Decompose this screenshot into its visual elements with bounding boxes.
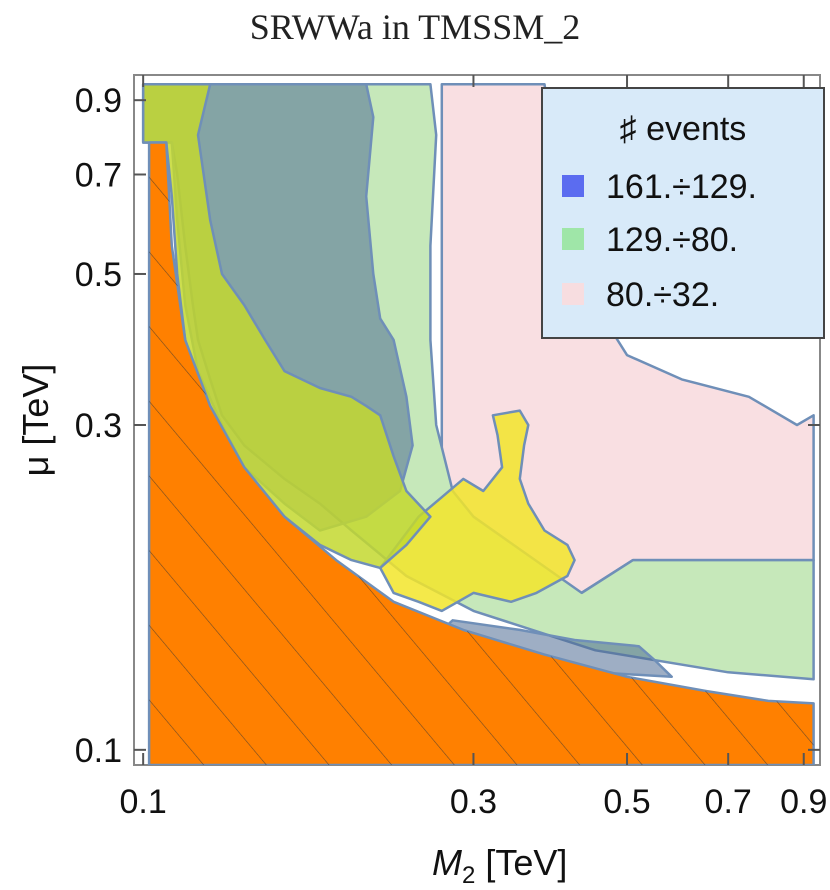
legend-box [541, 87, 825, 339]
regions-layer [141, 82, 815, 765]
legend-entry-1: 161.÷129. [606, 168, 757, 206]
legend-swatch-1 [562, 175, 584, 197]
legend-swatch-3 [562, 283, 584, 305]
legend-entry-2: 129.÷80. [606, 221, 738, 259]
x-tick-label: 0.7 [705, 783, 752, 821]
x-tick-label: 0.3 [450, 783, 497, 821]
y-axis-label: μ [TeV] [15, 364, 56, 477]
y-tick-label: 0.9 [75, 82, 122, 120]
y-tick-label: 0.7 [75, 156, 122, 194]
y-tick-label: 0.3 [75, 407, 122, 445]
legend-swatch-2 [562, 228, 584, 250]
x-axis-label: M2 [TeV] [432, 842, 567, 889]
region-yellow-region [378, 409, 576, 613]
x-tick-label: 0.9 [780, 783, 827, 821]
x-tick-label: 0.5 [603, 783, 650, 821]
chart-title: SRWWa in TMSSM_2 [249, 7, 581, 47]
region-excluded-hatch [149, 142, 814, 765]
y-tick-label: 0.1 [75, 732, 122, 770]
y-tick-label: 0.5 [75, 256, 122, 294]
legend: ♯ events 161.÷129. 129.÷80. 80.÷32. [541, 87, 825, 339]
legend-title: ♯ events [620, 110, 747, 148]
x-tick-label: 0.1 [120, 783, 167, 821]
axes-layer: 0.1 0.3 0.5 0.7 0.9 0.1 0.3 0.5 0.7 0.9 [75, 75, 827, 821]
legend-entry-3: 80.÷32. [606, 276, 719, 314]
